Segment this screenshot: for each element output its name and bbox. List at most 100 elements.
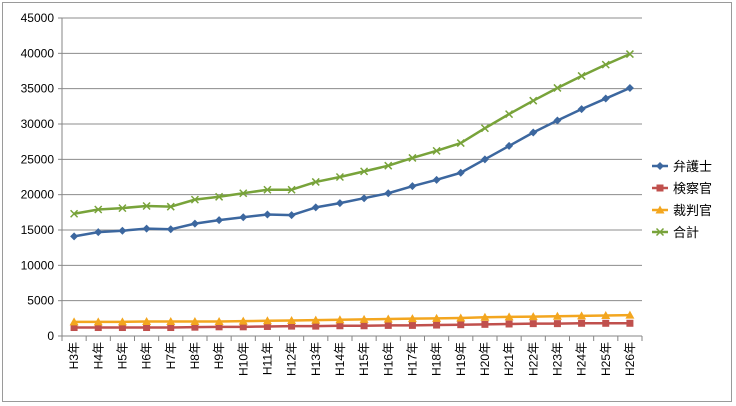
data-point <box>553 83 562 92</box>
axes: 0 5000 10000 15000 20000 25000 30000 35000 40000… <box>21 11 643 376</box>
data-point <box>288 322 296 330</box>
data-point <box>311 203 320 212</box>
series-3 <box>70 50 634 218</box>
data-point <box>577 71 586 80</box>
y-tick-label: 30000 <box>21 117 55 131</box>
data-point <box>457 321 465 329</box>
data-point <box>505 141 514 150</box>
data-point <box>384 321 392 329</box>
data-point <box>142 317 152 326</box>
x-tick-label: H9年 <box>212 342 226 369</box>
data-point <box>166 225 175 234</box>
data-point <box>191 323 199 331</box>
data-point <box>360 167 369 176</box>
data-point <box>504 312 514 321</box>
data-point <box>456 139 465 148</box>
y-tick-label: 0 <box>47 329 54 343</box>
data-point <box>167 324 175 332</box>
legend-marker <box>656 184 664 192</box>
data-point <box>287 185 296 194</box>
series-line <box>74 313 630 324</box>
data-point <box>456 168 465 177</box>
data-point <box>529 128 538 137</box>
legend-item-3: 合計 <box>652 225 699 241</box>
series-1 <box>70 319 634 332</box>
x-tick-label: H24年 <box>575 342 589 376</box>
data-point <box>238 316 248 325</box>
data-point <box>214 317 224 326</box>
data-point <box>117 317 127 326</box>
data-point <box>432 313 442 322</box>
x-tick-label: H16年 <box>381 342 395 376</box>
y-tick-label: 10000 <box>21 258 55 272</box>
data-point <box>263 185 272 194</box>
data-point <box>311 315 321 324</box>
data-point <box>384 189 393 198</box>
data-point <box>215 216 224 225</box>
data-point <box>553 320 561 328</box>
series-2 <box>69 310 635 326</box>
legend-label: 裁判官 <box>673 203 712 219</box>
legend-item-1: 検察官 <box>652 181 712 197</box>
data-point <box>94 324 102 332</box>
legend-item-0: 弁護士 <box>652 159 712 175</box>
series-line <box>74 322 630 329</box>
data-point <box>578 319 586 327</box>
data-point <box>360 322 368 330</box>
data-point <box>70 232 79 241</box>
gridlines <box>62 17 642 302</box>
data-point <box>262 316 272 325</box>
y-tick-label: 45000 <box>21 11 55 25</box>
data-point <box>408 182 417 191</box>
data-point <box>118 324 126 332</box>
x-tick-label: H6年 <box>140 342 154 369</box>
data-point <box>142 201 151 211</box>
data-point <box>480 124 489 133</box>
data-point <box>312 322 320 330</box>
data-point <box>263 322 271 330</box>
x-tick-label: H25年 <box>599 342 613 376</box>
data-point <box>118 204 127 213</box>
data-point <box>360 194 369 203</box>
legend-marker <box>655 205 665 214</box>
y-tick-label: 5000 <box>27 294 54 308</box>
legend-item-2: 裁判官 <box>652 203 712 219</box>
data-point <box>601 311 611 320</box>
data-point <box>239 213 248 222</box>
data-point <box>408 153 417 162</box>
data-point <box>118 226 127 235</box>
data-point <box>528 312 538 321</box>
data-point <box>383 314 393 323</box>
legend-label: 検察官 <box>673 181 712 197</box>
data-point <box>239 323 247 331</box>
y-tick-label: 20000 <box>21 188 55 202</box>
data-point <box>625 310 635 319</box>
data-point <box>335 172 344 182</box>
data-point <box>190 219 199 228</box>
data-point <box>287 211 296 220</box>
data-point <box>505 110 514 119</box>
data-point <box>239 189 248 198</box>
data-point <box>263 210 272 219</box>
y-tick-label: 40000 <box>21 46 55 60</box>
data-point <box>505 320 513 328</box>
data-point <box>626 319 634 327</box>
data-point <box>142 224 151 233</box>
series-line <box>73 86 631 238</box>
data-point <box>601 94 610 103</box>
x-tick-label: H22年 <box>526 342 540 376</box>
data-point <box>529 96 538 105</box>
data-point <box>143 324 151 332</box>
data-point <box>480 312 490 321</box>
series-line <box>73 52 631 215</box>
x-tick-label: H10年 <box>236 342 250 376</box>
x-tick-label: H4年 <box>91 342 105 369</box>
chart-frame <box>2 2 732 402</box>
y-tick-label: 25000 <box>21 152 55 166</box>
x-tick-label: H12年 <box>285 342 299 376</box>
series-0 <box>70 83 634 241</box>
data-point <box>433 321 441 329</box>
data-point <box>215 192 224 201</box>
